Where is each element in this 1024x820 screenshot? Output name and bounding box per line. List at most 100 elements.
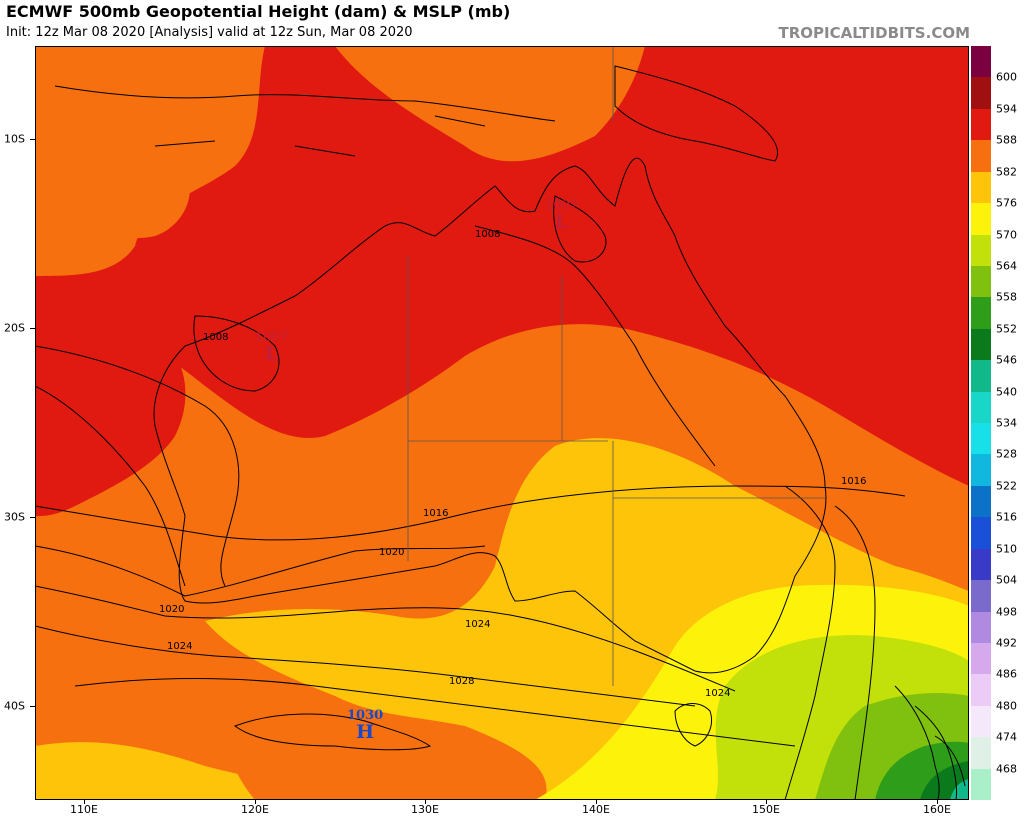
new-guinea-coastline (614, 65, 779, 162)
isobar-label: 1024 (465, 619, 491, 630)
australia-coastline (153, 157, 827, 674)
height-588-field (35, 46, 969, 486)
colorbar-label: 468 (996, 762, 1017, 776)
lon-tick (766, 800, 767, 804)
colorbar-segment (971, 234, 991, 267)
high-pressure-letter: H (356, 721, 375, 743)
colorbar-label: 492 (996, 636, 1017, 650)
height-588-west (35, 276, 186, 516)
tasmania-coastline (674, 703, 712, 747)
high-pressure-value: 1030 (347, 708, 384, 723)
isobar-line (474, 225, 716, 467)
isobar-label: 1008 (203, 332, 229, 343)
colorbar-segment (971, 360, 991, 393)
colorbar-label: 546 (996, 353, 1017, 367)
isobar-line (784, 485, 836, 800)
colorbar-segment (971, 642, 991, 675)
colorbar-segment (971, 391, 991, 424)
lat-label: 10S (4, 132, 25, 146)
colorbar-segment (971, 705, 991, 738)
lon-tick (84, 800, 85, 804)
height-582-pocket-north (35, 46, 190, 239)
colorbar-segment (971, 485, 991, 518)
colorbar-label: 498 (996, 605, 1017, 618)
low-pressure-letter: L (554, 211, 569, 233)
colorbar-segment (971, 203, 991, 235)
isobar-line (35, 585, 736, 692)
colorbar-label: 510 (996, 542, 1017, 556)
colorbar-label: 474 (996, 730, 1017, 744)
isobar-label: 1020 (379, 547, 405, 558)
isobar-label: 1020 (159, 604, 185, 615)
lat-tick (30, 328, 35, 329)
colorbar-label: 576 (996, 196, 1017, 210)
colorbar (971, 46, 991, 801)
colorbar-label: 516 (996, 510, 1017, 524)
colorbar-label: 504 (996, 573, 1017, 587)
colorbar-segment (971, 737, 991, 770)
isobar-line (35, 485, 906, 541)
isobar-line (35, 545, 486, 597)
isobar-line (914, 705, 958, 800)
colorbar-label: 528 (996, 447, 1017, 461)
isobar-line (233, 713, 432, 751)
coastlines (54, 65, 827, 747)
colorbar-segment (971, 423, 991, 455)
lat-label: 20S (4, 321, 25, 335)
height-582-tongue (222, 692, 394, 800)
lon-tick (937, 800, 938, 804)
colorbar-label: 552 (996, 322, 1017, 336)
colorbar-label: 486 (996, 667, 1017, 681)
lon-label: 160E (923, 803, 951, 816)
colorbar-segment (971, 77, 991, 110)
map-subtitle: Init: 12z Mar 08 2020 [Analysis] valid a… (6, 25, 413, 40)
colorbar-label: 588 (996, 133, 1017, 147)
lon-label: 110E (70, 803, 98, 816)
colorbar-segment (971, 580, 991, 612)
colorbar-segment (971, 548, 991, 581)
colorbar-segment (971, 517, 991, 550)
lon-tick (596, 800, 597, 804)
low-pressure-value: 1007 (545, 198, 579, 213)
colorbar-segment (971, 454, 991, 487)
isobar-label: 1024 (705, 688, 731, 699)
isobar-label: 1016 (423, 508, 449, 519)
colorbar-segment (971, 171, 991, 204)
colorbar-label: 600 (996, 70, 1017, 84)
colorbar-label: 534 (996, 416, 1017, 430)
low-pressure-value: 1007 (255, 330, 289, 345)
lon-label: 120E (241, 803, 269, 816)
isobars (35, 195, 966, 800)
state-borders (407, 46, 825, 686)
colorbar-segment (971, 768, 991, 801)
colorbar-label: 540 (996, 385, 1017, 399)
colorbar-segment (971, 328, 991, 361)
colorbar-label: 570 (996, 228, 1017, 241)
isobar-label: 1028 (449, 676, 475, 687)
lon-label: 150E (752, 803, 780, 816)
colorbar-label: 480 (996, 699, 1017, 713)
colorbar-segment (971, 140, 991, 173)
lat-label: 40S (4, 699, 25, 713)
isobar-line (74, 678, 796, 747)
islands-coastline (154, 115, 486, 157)
colorbar-segment (971, 674, 991, 707)
isobar-label: 1016 (841, 476, 867, 487)
lat-tick (30, 517, 35, 518)
lat-tick (30, 706, 35, 707)
lat-tick (30, 139, 35, 140)
isobar-line (834, 505, 876, 800)
colorbar-segment (971, 265, 991, 298)
colorbar-segment (971, 297, 991, 330)
map-title: ECMWF 500mb Geopotential Height (dam) & … (6, 2, 511, 21)
colorbar-label: 594 (996, 102, 1017, 116)
isobar-label: 1024 (167, 641, 193, 652)
isobar-line (553, 195, 607, 263)
colorbar-segment (971, 46, 991, 78)
low-pressure-letter: L (264, 343, 279, 365)
colorbar-label: 558 (996, 290, 1017, 304)
isobar-line (35, 625, 696, 707)
lat-label: 30S (4, 510, 25, 524)
isobar-line (894, 685, 940, 800)
weather-map: 1008 1008 1016 1016 1020 1020 1024 1024 … (35, 46, 969, 800)
